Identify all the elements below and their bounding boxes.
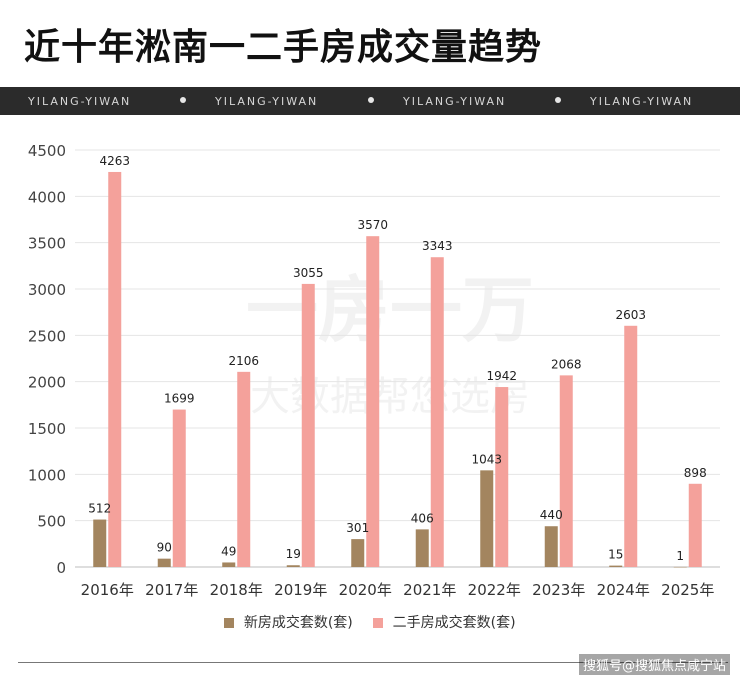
x-tick-label: 2017年 (145, 581, 198, 599)
data-label: 15 (608, 548, 623, 562)
bar-resale-house (366, 236, 380, 567)
data-label: 898 (684, 466, 707, 480)
y-tick-label: 1500 (28, 420, 66, 438)
legend-swatch (373, 618, 384, 628)
bar-resale-house (430, 257, 444, 567)
data-label: 1699 (164, 392, 195, 406)
data-label: 512 (88, 502, 111, 516)
x-tick-label: 2025年 (661, 581, 714, 599)
y-tick-label: 4500 (28, 142, 66, 160)
bar-resale-house (495, 387, 509, 567)
bar-new-house (544, 526, 558, 567)
bar-new-house (222, 562, 236, 567)
bar-new-house (609, 565, 623, 567)
brand-banner: YILANG-YIWAN YILANG-YIWAN YILANG-YIWAN Y… (0, 87, 740, 115)
data-label: 1942 (486, 369, 517, 383)
data-label: 3343 (422, 239, 453, 253)
data-label: 1 (676, 549, 684, 563)
bar-new-house (415, 529, 429, 567)
x-tick-label: 2024年 (597, 581, 650, 599)
banner-text: YILANG-YIWAN (403, 95, 507, 108)
data-label: 4263 (99, 154, 130, 168)
banner-dot-icon (555, 97, 561, 103)
data-label: 406 (411, 511, 434, 525)
bar-resale-house (237, 371, 251, 567)
y-tick-label: 2000 (28, 374, 66, 392)
banner-dot-icon (368, 97, 374, 103)
bar-chart: 一房一万 大数据帮您选房 050010001500200025003000350… (28, 142, 720, 599)
banner-text: YILANG-YIWAN (215, 95, 319, 108)
data-label: 2068 (551, 357, 582, 371)
legend-item-resale: 二手房成交套数(套) (373, 612, 516, 632)
data-label: 2603 (615, 308, 646, 322)
data-label: 3055 (293, 266, 324, 280)
data-label: 301 (346, 521, 369, 535)
y-tick-label: 500 (37, 513, 66, 531)
bar-new-house (93, 519, 107, 567)
x-tick-label: 2016年 (81, 581, 134, 599)
data-label: 1043 (471, 452, 502, 466)
y-tick-label: 4000 (28, 188, 66, 206)
bar-new-house (157, 558, 171, 567)
x-tick-label: 2021年 (403, 581, 456, 599)
x-tick-label: 2019年 (274, 581, 327, 599)
bar-resale-house (688, 483, 702, 567)
banner-text: YILANG-YIWAN (28, 95, 132, 108)
bar-new-house (351, 539, 365, 567)
banner-text: YILANG-YIWAN (590, 95, 694, 108)
banner-dot-icon (180, 97, 186, 103)
legend-label: 新房成交套数(套) (243, 615, 353, 631)
bar-new-house (286, 565, 300, 567)
grid-layer (75, 149, 720, 568)
legend-swatch (224, 618, 235, 628)
data-label: 3570 (357, 218, 388, 232)
footer-divider (18, 662, 728, 663)
watermark-line1: 一房一万 (246, 268, 534, 352)
bar-layer (93, 171, 702, 568)
legend: 新房成交套数(套) 二手房成交套数(套) (0, 612, 740, 632)
page-title: 近十年淞南一二手房成交量趋势 (24, 27, 543, 68)
source-credit: 搜狐号@搜狐焦点咸宁站 (578, 654, 730, 675)
bar-resale-house (172, 409, 186, 567)
x-tick-label: 2020年 (339, 581, 392, 599)
data-label: 90 (157, 541, 172, 555)
bar-resale-house (108, 171, 122, 567)
y-tick-label: 2500 (28, 327, 66, 345)
bar-resale-house (559, 375, 573, 567)
data-label: 49 (221, 544, 236, 558)
legend-item-new: 新房成交套数(套) (224, 612, 353, 632)
data-label: 440 (540, 508, 563, 522)
data-label: 19 (286, 547, 301, 561)
y-tick-label: 3000 (28, 281, 66, 299)
x-tick-label: 2023年 (532, 581, 585, 599)
legend-label: 二手房成交套数(套) (392, 615, 516, 631)
x-tick-label: 2022年 (468, 581, 521, 599)
label-layer: 0 500 1000 1500 2000 2500 3000 3500 4000 4500 2016… (28, 142, 715, 599)
y-tick-label: 3500 (28, 235, 66, 253)
data-label: 2106 (228, 354, 259, 368)
bar-resale-house (624, 325, 638, 567)
y-tick-label: 1000 (28, 466, 66, 484)
bar-resale-house (301, 283, 315, 567)
bar-new-house (673, 566, 687, 568)
bar-new-house (480, 470, 494, 567)
x-tick-label: 2018年 (210, 581, 263, 599)
y-tick-label: 0 (56, 559, 66, 577)
